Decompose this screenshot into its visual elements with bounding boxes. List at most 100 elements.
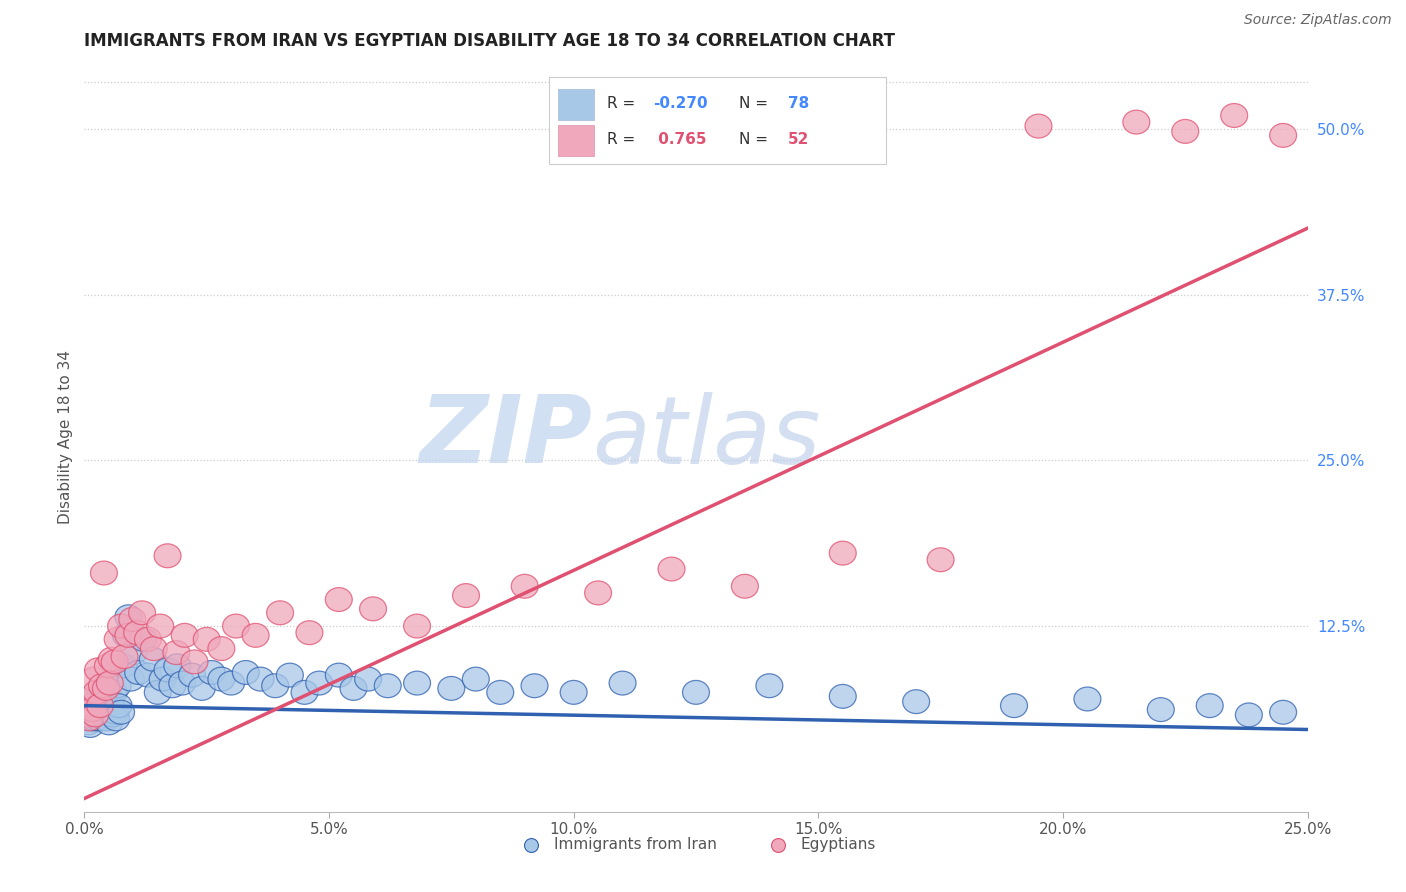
Ellipse shape	[463, 667, 489, 691]
Ellipse shape	[120, 607, 146, 632]
Ellipse shape	[208, 637, 235, 661]
Text: 52: 52	[787, 132, 808, 147]
Ellipse shape	[242, 624, 269, 648]
Ellipse shape	[756, 673, 783, 698]
Ellipse shape	[125, 661, 152, 684]
Ellipse shape	[1147, 698, 1174, 722]
Ellipse shape	[218, 671, 245, 695]
Ellipse shape	[105, 694, 132, 717]
Text: N =: N =	[738, 132, 773, 147]
Ellipse shape	[75, 711, 101, 735]
Text: IMMIGRANTS FROM IRAN VS EGYPTIAN DISABILITY AGE 18 TO 34 CORRELATION CHART: IMMIGRANTS FROM IRAN VS EGYPTIAN DISABIL…	[84, 32, 896, 50]
Text: R =: R =	[606, 96, 640, 112]
Ellipse shape	[830, 541, 856, 565]
Ellipse shape	[89, 673, 115, 698]
Ellipse shape	[927, 548, 955, 572]
Ellipse shape	[1270, 700, 1296, 724]
Y-axis label: Disability Age 18 to 34: Disability Age 18 to 34	[58, 350, 73, 524]
Ellipse shape	[277, 663, 304, 687]
Ellipse shape	[139, 648, 166, 671]
Ellipse shape	[90, 561, 117, 585]
FancyBboxPatch shape	[558, 125, 595, 156]
Ellipse shape	[159, 673, 186, 698]
Ellipse shape	[731, 574, 758, 599]
Ellipse shape	[146, 614, 174, 638]
Ellipse shape	[77, 694, 104, 717]
Ellipse shape	[1171, 120, 1199, 144]
Ellipse shape	[149, 667, 176, 691]
Ellipse shape	[179, 663, 205, 687]
Ellipse shape	[222, 614, 249, 638]
Ellipse shape	[1123, 111, 1150, 134]
Legend: Immigrants from Iran, Egyptians: Immigrants from Iran, Egyptians	[509, 830, 883, 858]
Text: N =: N =	[738, 96, 773, 112]
Ellipse shape	[98, 694, 125, 717]
Ellipse shape	[73, 707, 100, 731]
Ellipse shape	[247, 667, 274, 691]
Ellipse shape	[120, 640, 146, 665]
Ellipse shape	[208, 667, 235, 691]
Ellipse shape	[1001, 694, 1028, 717]
Ellipse shape	[83, 681, 110, 705]
Ellipse shape	[172, 624, 198, 648]
Ellipse shape	[79, 703, 105, 727]
Ellipse shape	[903, 690, 929, 714]
Ellipse shape	[103, 707, 129, 731]
Ellipse shape	[155, 658, 181, 681]
Ellipse shape	[97, 671, 124, 695]
Ellipse shape	[340, 676, 367, 700]
Ellipse shape	[609, 671, 636, 695]
Ellipse shape	[80, 667, 107, 691]
Ellipse shape	[232, 661, 259, 684]
Ellipse shape	[512, 574, 538, 599]
Text: Source: ZipAtlas.com: Source: ZipAtlas.com	[1244, 13, 1392, 28]
Ellipse shape	[82, 703, 108, 727]
Ellipse shape	[830, 684, 856, 708]
Ellipse shape	[188, 676, 215, 700]
Ellipse shape	[111, 645, 138, 668]
Ellipse shape	[80, 707, 108, 731]
Ellipse shape	[124, 621, 150, 645]
Ellipse shape	[104, 673, 131, 698]
Ellipse shape	[682, 681, 710, 705]
Ellipse shape	[325, 663, 353, 687]
Ellipse shape	[84, 658, 111, 681]
Ellipse shape	[291, 681, 318, 705]
Ellipse shape	[181, 650, 208, 673]
Ellipse shape	[83, 694, 110, 717]
Ellipse shape	[101, 650, 128, 673]
Ellipse shape	[585, 581, 612, 605]
Ellipse shape	[1025, 114, 1052, 138]
Ellipse shape	[169, 671, 195, 695]
Ellipse shape	[97, 687, 124, 711]
Ellipse shape	[93, 676, 120, 700]
Text: ZIP: ZIP	[419, 391, 592, 483]
Ellipse shape	[267, 601, 294, 624]
Ellipse shape	[94, 654, 121, 678]
Ellipse shape	[145, 681, 172, 705]
Ellipse shape	[297, 621, 323, 645]
Ellipse shape	[108, 614, 135, 638]
Ellipse shape	[1074, 687, 1101, 711]
FancyBboxPatch shape	[558, 88, 595, 120]
Ellipse shape	[94, 690, 121, 714]
Ellipse shape	[82, 700, 108, 724]
Ellipse shape	[486, 681, 513, 705]
Ellipse shape	[1197, 694, 1223, 717]
Ellipse shape	[404, 671, 430, 695]
Ellipse shape	[163, 640, 190, 665]
Ellipse shape	[90, 703, 117, 727]
Ellipse shape	[77, 687, 104, 711]
Ellipse shape	[89, 694, 115, 717]
Ellipse shape	[108, 700, 135, 724]
Ellipse shape	[75, 694, 101, 717]
Ellipse shape	[115, 605, 142, 629]
FancyBboxPatch shape	[550, 78, 886, 163]
Ellipse shape	[98, 648, 125, 671]
Ellipse shape	[141, 637, 167, 661]
Ellipse shape	[135, 627, 162, 651]
Ellipse shape	[1236, 703, 1263, 727]
Ellipse shape	[96, 711, 122, 735]
Ellipse shape	[404, 614, 430, 638]
Ellipse shape	[135, 663, 162, 687]
